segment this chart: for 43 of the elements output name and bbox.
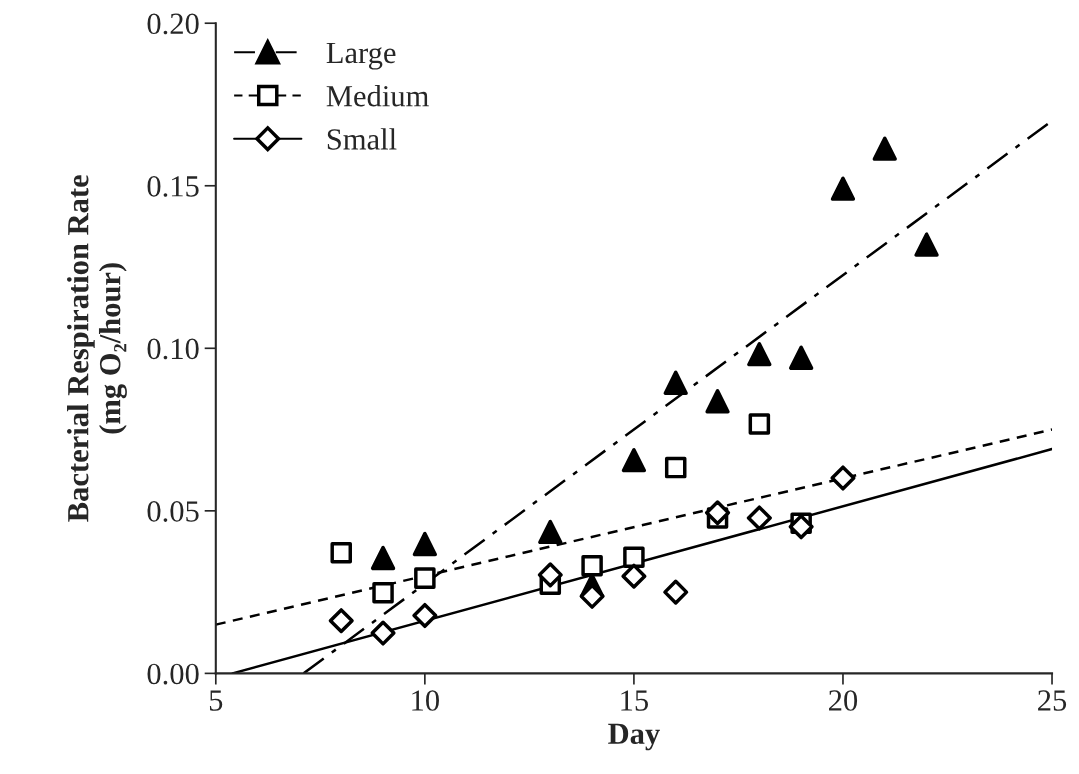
point (663, 370, 688, 395)
y-tick-label: 0.20 (147, 13, 199, 35)
point (538, 519, 563, 545)
point (414, 567, 436, 589)
point (370, 545, 396, 571)
point (370, 620, 396, 646)
point (748, 413, 771, 435)
point (704, 500, 731, 526)
y-tick-label: 0.05 (147, 501, 199, 522)
point (747, 341, 772, 367)
y-axis-title: Bacterial Respiration Rate (mg O₂/hour) (67, 175, 127, 522)
point (789, 345, 814, 370)
point (328, 608, 354, 634)
point (621, 563, 647, 589)
y-tick-label: 0.15 (147, 176, 199, 197)
x-axis-title: Day (608, 723, 660, 751)
point (412, 602, 438, 629)
point (746, 505, 772, 531)
x-tick-label: 10 (412, 690, 439, 711)
point (372, 581, 394, 604)
y-tick-label: 0.00 (147, 663, 199, 685)
x-tick-label: 5 (209, 690, 223, 711)
point (788, 514, 814, 540)
legend-label: Small (327, 128, 397, 150)
point (830, 176, 856, 201)
x-tick-label: 15 (621, 690, 648, 711)
legend-label: Medium (326, 85, 429, 107)
point (664, 456, 687, 479)
point (621, 447, 647, 473)
point (581, 555, 603, 577)
legend-label: Large (326, 42, 396, 70)
point (412, 531, 438, 557)
point (705, 389, 730, 414)
point (914, 232, 939, 257)
x-tick-label: 25 (1038, 690, 1067, 711)
point (872, 136, 897, 161)
y-tick-label: 0.10 (147, 338, 199, 360)
point (830, 465, 856, 491)
point (537, 562, 563, 588)
point (330, 542, 352, 564)
point (623, 546, 645, 569)
x-tick-label: 20 (829, 690, 858, 711)
point (663, 579, 689, 605)
